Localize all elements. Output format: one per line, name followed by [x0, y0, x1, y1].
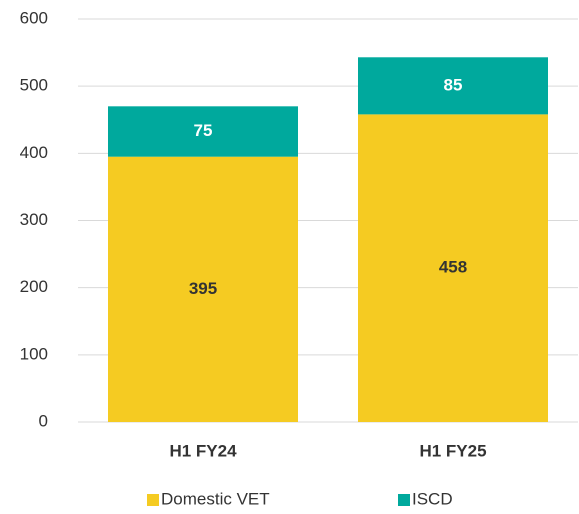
bar-segment [108, 106, 298, 157]
legend-swatch [147, 494, 159, 506]
data-label: 75 [194, 121, 213, 140]
y-tick-label: 400 [20, 143, 48, 162]
data-label: 85 [444, 75, 463, 94]
legend-label: ISCD [412, 489, 453, 508]
legend-label: Domestic VET [161, 489, 270, 508]
y-tick-label: 100 [20, 344, 48, 363]
x-tick-label: H1 FY24 [169, 441, 237, 460]
y-tick-label: 200 [20, 277, 48, 296]
y-tick-label: 0 [39, 411, 48, 430]
x-tick-label: H1 FY25 [419, 441, 486, 460]
bar-segment [108, 156, 298, 423]
y-tick-label: 600 [20, 8, 48, 27]
data-label: 458 [439, 258, 467, 277]
bar-segment [358, 57, 548, 115]
legend-swatch [398, 494, 410, 506]
y-tick-label: 500 [20, 76, 48, 95]
data-label: 395 [189, 279, 217, 298]
y-tick-label: 300 [20, 210, 48, 229]
bar-segment [358, 114, 548, 423]
